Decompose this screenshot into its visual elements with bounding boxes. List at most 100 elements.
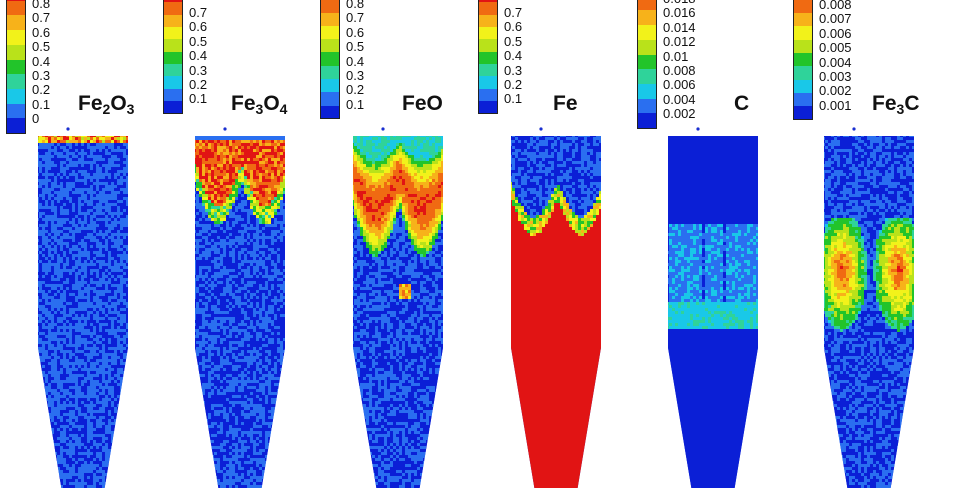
legend-swatch xyxy=(320,106,340,120)
legend-tick-label: 0.6 xyxy=(32,26,50,40)
particle-cells xyxy=(666,134,760,491)
legend-swatch xyxy=(163,39,183,52)
legend-tick-label: 0.016 xyxy=(663,6,696,20)
legend-tick-label: 0.01 xyxy=(663,50,688,64)
legend-tick-label: 0.007 xyxy=(819,12,852,26)
legend-swatch xyxy=(478,101,498,114)
legend-tick-label: 0.003 xyxy=(819,70,852,84)
legend-swatch xyxy=(637,69,657,84)
particle-field xyxy=(351,126,445,492)
species-formula-part: FeO xyxy=(402,92,443,115)
legend-swatch xyxy=(6,74,26,89)
legend-swatch xyxy=(6,1,26,16)
legend-swatch xyxy=(478,64,498,77)
species-title: Fe3C xyxy=(872,92,919,117)
legend-swatch xyxy=(6,89,26,104)
legend-tick-label: 0.4 xyxy=(504,49,522,63)
legend-tick-label: 0.5 xyxy=(32,40,50,54)
legend-tick-label: 0.004 xyxy=(663,93,696,107)
legend-tick-label: 0.008 xyxy=(819,0,852,12)
species-formula-part: 4 xyxy=(280,101,288,117)
legend-tick-label: 0.3 xyxy=(504,64,522,78)
legend-swatch xyxy=(478,15,498,28)
inlet-marker xyxy=(539,127,542,130)
legend-tick-label: 0.002 xyxy=(819,84,852,98)
legend-tick-label: 0.012 xyxy=(663,35,696,49)
legend-swatch xyxy=(163,64,183,77)
inlet-marker xyxy=(223,127,226,130)
legend-tick-label: 0.5 xyxy=(346,40,364,54)
legend-tick-label: 0.8 xyxy=(32,0,50,11)
legend-swatch xyxy=(6,60,26,75)
legend-tick-label: 0.7 xyxy=(189,6,207,20)
legend-tick-label: 0.3 xyxy=(346,69,364,83)
legend-swatch xyxy=(6,104,26,119)
legend-tick-label: 0.008 xyxy=(663,64,696,78)
inlet-marker xyxy=(381,127,384,130)
legend-swatch xyxy=(6,118,26,133)
legend-swatch xyxy=(637,84,657,99)
legend-swatch xyxy=(793,66,813,80)
legend-tick-label: 0.4 xyxy=(346,55,364,69)
legend-swatch xyxy=(637,99,657,114)
legend-swatch xyxy=(320,26,340,40)
legend-tick-label: 0.005 xyxy=(819,41,852,55)
legend-tick-label: 0.6 xyxy=(346,26,364,40)
legend-tick-label: 0.1 xyxy=(346,98,364,112)
legend-tick-label: 0.002 xyxy=(663,107,696,121)
particle-cells xyxy=(351,134,445,491)
species-title: Fe2O3 xyxy=(78,92,134,117)
species-panel: 0.0180.0160.0140.0120.010.0080.0060.0040… xyxy=(637,0,797,488)
legend-swatch xyxy=(637,25,657,40)
legend-swatch xyxy=(793,26,813,40)
legend-tick-label: 0 xyxy=(32,112,39,126)
particle-cells xyxy=(193,134,287,491)
reactor-bed xyxy=(193,126,287,492)
species-formula-part: Fe xyxy=(78,92,103,115)
species-formula-part: C xyxy=(904,92,919,115)
legend-tick-label: 0.1 xyxy=(504,92,522,106)
species-formula-part: Fe xyxy=(872,92,897,115)
particle-cells xyxy=(822,134,916,491)
legend-tick-label: 0.7 xyxy=(346,11,364,25)
legend-swatch xyxy=(163,2,183,15)
particle-field xyxy=(666,126,760,492)
legend-swatch xyxy=(478,52,498,65)
species-formula-part: C xyxy=(734,92,749,115)
species-title: Fe3O4 xyxy=(231,92,287,117)
legend-tick-label: 0.2 xyxy=(504,78,522,92)
legend-swatch xyxy=(478,89,498,102)
legend-tick-label: 0.006 xyxy=(819,27,852,41)
legend-swatch xyxy=(793,40,813,54)
legend-swatch xyxy=(163,15,183,28)
legend-swatch xyxy=(478,27,498,40)
legend-swatch xyxy=(320,79,340,93)
legend-tick-label: 0.2 xyxy=(346,83,364,97)
legend-swatch xyxy=(320,39,340,53)
legend-swatch xyxy=(6,45,26,60)
legend-swatch xyxy=(793,93,813,107)
legend-swatch xyxy=(320,0,340,13)
species-title: Fe xyxy=(553,92,578,116)
legend-swatch xyxy=(637,113,657,128)
legend-swatch xyxy=(793,53,813,67)
legend-tick-label: 0.006 xyxy=(663,78,696,92)
legend-swatch xyxy=(478,76,498,89)
legend-tick-label: 0.2 xyxy=(32,83,50,97)
legend-tick-label: 0.3 xyxy=(32,69,50,83)
legend-swatch xyxy=(637,0,657,11)
species-formula-part: Fe xyxy=(231,92,256,115)
inlet-marker xyxy=(66,127,69,130)
reactor-bed xyxy=(351,126,445,492)
legend-tick-label: 0.1 xyxy=(32,98,50,112)
reactor-bed xyxy=(509,126,603,492)
legend-swatch xyxy=(163,76,183,89)
species-formula-part: O xyxy=(110,92,126,115)
legend-swatch xyxy=(320,13,340,27)
reactor-bed xyxy=(36,126,130,492)
legend-swatch xyxy=(163,52,183,65)
species-title: FeO xyxy=(402,92,443,116)
legend-swatch xyxy=(793,0,813,13)
